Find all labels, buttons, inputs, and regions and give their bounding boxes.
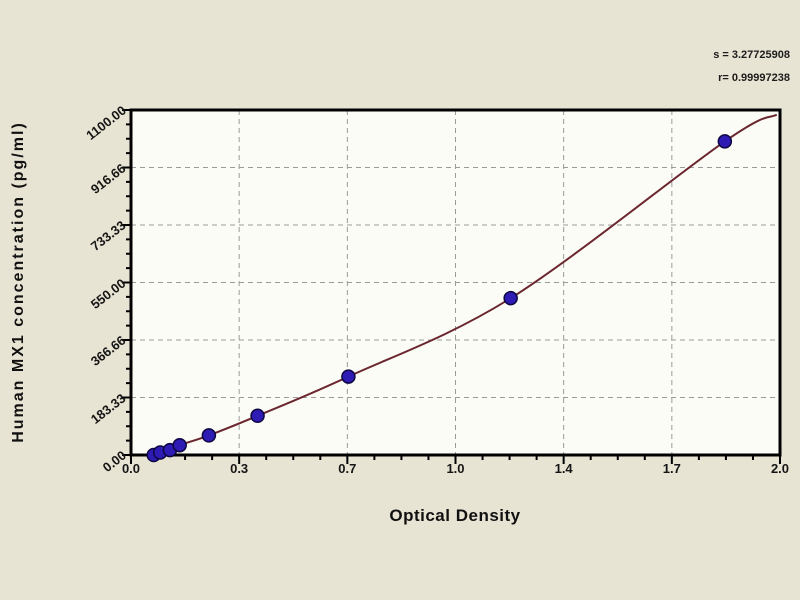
x-tick-label: 0.3 (230, 461, 249, 476)
x-tick-label: 1.4 (554, 461, 573, 476)
fit-r-value: r= 0.99997238 (718, 72, 790, 84)
data-point (250, 408, 265, 424)
y-axis-title: Human MX1 concentration (pg/ml) (10, 121, 27, 443)
fit-s-value: s = 3.27725908 (713, 49, 790, 61)
data-point (172, 437, 187, 453)
x-tick-label: 1.0 (446, 461, 465, 476)
x-axis-title: Optical Density (389, 506, 521, 525)
x-tick-label: 0.0 (121, 461, 141, 476)
data-point (201, 428, 217, 443)
x-tick-label: 0.7 (338, 461, 357, 476)
fit-statistics: s = 3.27725908 r= 0.99997238 (713, 44, 790, 90)
data-point (503, 290, 518, 306)
x-tick-label: 2.0 (770, 461, 790, 476)
data-point (341, 369, 356, 384)
data-point (717, 134, 733, 149)
x-tick-label: 1.7 (662, 461, 681, 476)
